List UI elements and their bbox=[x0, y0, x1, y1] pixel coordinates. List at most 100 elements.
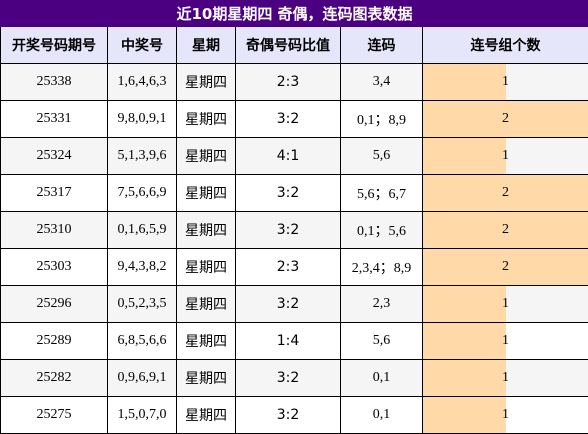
issue-cell: 25275 bbox=[0, 396, 108, 434]
weekday-cell: 星期四 bbox=[176, 322, 236, 360]
consecutive-cell: 5,6 bbox=[340, 322, 423, 360]
weekday-cell: 星期四 bbox=[176, 396, 236, 434]
numbers-cell: 1,6,4,6,3 bbox=[107, 63, 177, 101]
count-value: 2 bbox=[502, 259, 509, 274]
consecutive-cell: 2,3 bbox=[340, 285, 423, 323]
count-cell: 2 bbox=[421, 100, 588, 138]
consecutive-cell: 3,4 bbox=[340, 63, 423, 101]
count-bar bbox=[423, 286, 506, 322]
count-cell: 2 bbox=[421, 248, 588, 286]
count-bar bbox=[423, 64, 506, 100]
numbers-cell: 0,5,2,3,5 bbox=[107, 285, 177, 323]
count-bar bbox=[423, 397, 506, 433]
count-value: 1 bbox=[502, 333, 509, 348]
count-cell: 1 bbox=[421, 322, 588, 360]
count-value: 2 bbox=[502, 185, 509, 200]
title-row: 近10期星期四 奇偶，连码图表数据 bbox=[0, 0, 588, 27]
count-value: 1 bbox=[502, 296, 509, 311]
consecutive-cell: 0,1 bbox=[340, 359, 423, 397]
table-title: 近10期星期四 奇偶，连码图表数据 bbox=[0, 0, 588, 27]
issue-cell: 25282 bbox=[0, 359, 108, 397]
header-issue: 开奖号码期号 bbox=[0, 26, 108, 64]
table-row: 25282 0,9,6,9,1 星期四 3:2 0,1 1 bbox=[0, 359, 588, 397]
table-row: 25310 0,1,6,5,9 星期四 3:2 0,1；5,6 2 bbox=[0, 211, 588, 249]
count-cell: 1 bbox=[421, 63, 588, 101]
ratio-cell: 2:3 bbox=[235, 248, 341, 286]
table-body: 25338 1,6,4,6,3 星期四 2:3 3,4 1 25331 9,8,0,9,1 星期… bbox=[0, 63, 588, 434]
issue-cell: 25289 bbox=[0, 322, 108, 360]
count-value: 2 bbox=[502, 111, 509, 126]
consecutive-cell: 0,1；5,6 bbox=[340, 211, 423, 249]
ratio-cell: 3:2 bbox=[235, 211, 341, 249]
issue-cell: 25303 bbox=[0, 248, 108, 286]
weekday-cell: 星期四 bbox=[176, 137, 236, 175]
header-row: 开奖号码期号 中奖号 星期 奇偶号码比值 连码 连号组个数 bbox=[0, 26, 588, 64]
count-cell: 2 bbox=[421, 211, 588, 249]
ratio-cell: 3:2 bbox=[235, 396, 341, 434]
count-value: 2 bbox=[502, 222, 509, 237]
header-consecutive: 连码 bbox=[340, 26, 423, 64]
consecutive-cell: 2,3,4；8,9 bbox=[340, 248, 423, 286]
weekday-cell: 星期四 bbox=[176, 63, 236, 101]
weekday-cell: 星期四 bbox=[176, 211, 236, 249]
issue-cell: 25338 bbox=[0, 63, 108, 101]
count-cell: 1 bbox=[421, 359, 588, 397]
count-bar bbox=[423, 175, 588, 211]
count-cell: 1 bbox=[421, 396, 588, 434]
ratio-cell: 2:3 bbox=[235, 63, 341, 101]
weekday-cell: 星期四 bbox=[176, 248, 236, 286]
ratio-cell: 3:2 bbox=[235, 285, 341, 323]
numbers-cell: 7,5,6,6,9 bbox=[107, 174, 177, 212]
count-value: 1 bbox=[502, 74, 509, 89]
consecutive-cell: 5,6 bbox=[340, 137, 423, 175]
ratio-cell: 3:2 bbox=[235, 100, 341, 138]
weekday-cell: 星期四 bbox=[176, 100, 236, 138]
count-bar bbox=[423, 323, 506, 359]
count-value: 1 bbox=[502, 407, 509, 422]
header-ratio: 奇偶号码比值 bbox=[235, 26, 341, 64]
issue-cell: 25310 bbox=[0, 211, 108, 249]
table-row: 25317 7,5,6,6,9 星期四 3:2 5,6；6,7 2 bbox=[0, 174, 588, 212]
weekday-cell: 星期四 bbox=[176, 285, 236, 323]
table-row: 25275 1,5,0,7,0 星期四 3:2 0,1 1 bbox=[0, 396, 588, 434]
header-weekday: 星期 bbox=[176, 26, 236, 64]
ratio-cell: 1:4 bbox=[235, 322, 341, 360]
count-bar bbox=[423, 212, 588, 248]
count-bar bbox=[423, 360, 506, 396]
issue-cell: 25331 bbox=[0, 100, 108, 138]
ratio-cell: 3:2 bbox=[235, 359, 341, 397]
numbers-cell: 0,1,6,5,9 bbox=[107, 211, 177, 249]
numbers-cell: 0,9,6,9,1 bbox=[107, 359, 177, 397]
numbers-cell: 9,8,0,9,1 bbox=[107, 100, 177, 138]
numbers-cell: 6,8,5,6,6 bbox=[107, 322, 177, 360]
count-bar bbox=[423, 249, 588, 285]
table-row: 25289 6,8,5,6,6 星期四 1:4 5,6 1 bbox=[0, 322, 588, 360]
count-cell: 1 bbox=[421, 285, 588, 323]
ratio-cell: 3:2 bbox=[235, 174, 341, 212]
issue-cell: 25324 bbox=[0, 137, 108, 175]
table-row: 25338 1,6,4,6,3 星期四 2:3 3,4 1 bbox=[0, 63, 588, 101]
numbers-cell: 5,1,3,9,6 bbox=[107, 137, 177, 175]
count-cell: 1 bbox=[421, 137, 588, 175]
table-row: 25303 9,4,3,8,2 星期四 2:3 2,3,4；8,9 2 bbox=[0, 248, 588, 286]
consecutive-cell: 0,1 bbox=[340, 396, 423, 434]
header-count: 连号组个数 bbox=[421, 26, 588, 64]
count-bar bbox=[423, 101, 588, 137]
count-value: 1 bbox=[502, 370, 509, 385]
count-bar bbox=[423, 138, 506, 174]
table-row: 25296 0,5,2,3,5 星期四 3:2 2,3 1 bbox=[0, 285, 588, 323]
consecutive-cell: 0,1；8,9 bbox=[340, 100, 423, 138]
ratio-cell: 4:1 bbox=[235, 137, 341, 175]
count-value: 1 bbox=[502, 148, 509, 163]
numbers-cell: 1,5,0,7,0 bbox=[107, 396, 177, 434]
weekday-cell: 星期四 bbox=[176, 359, 236, 397]
table-row: 25331 9,8,0,9,1 星期四 3:2 0,1；8,9 2 bbox=[0, 100, 588, 138]
header-numbers: 中奖号 bbox=[107, 26, 177, 64]
table-row: 25324 5,1,3,9,6 星期四 4:1 5,6 1 bbox=[0, 137, 588, 175]
issue-cell: 25296 bbox=[0, 285, 108, 323]
numbers-cell: 9,4,3,8,2 bbox=[107, 248, 177, 286]
issue-cell: 25317 bbox=[0, 174, 108, 212]
count-cell: 2 bbox=[421, 174, 588, 212]
